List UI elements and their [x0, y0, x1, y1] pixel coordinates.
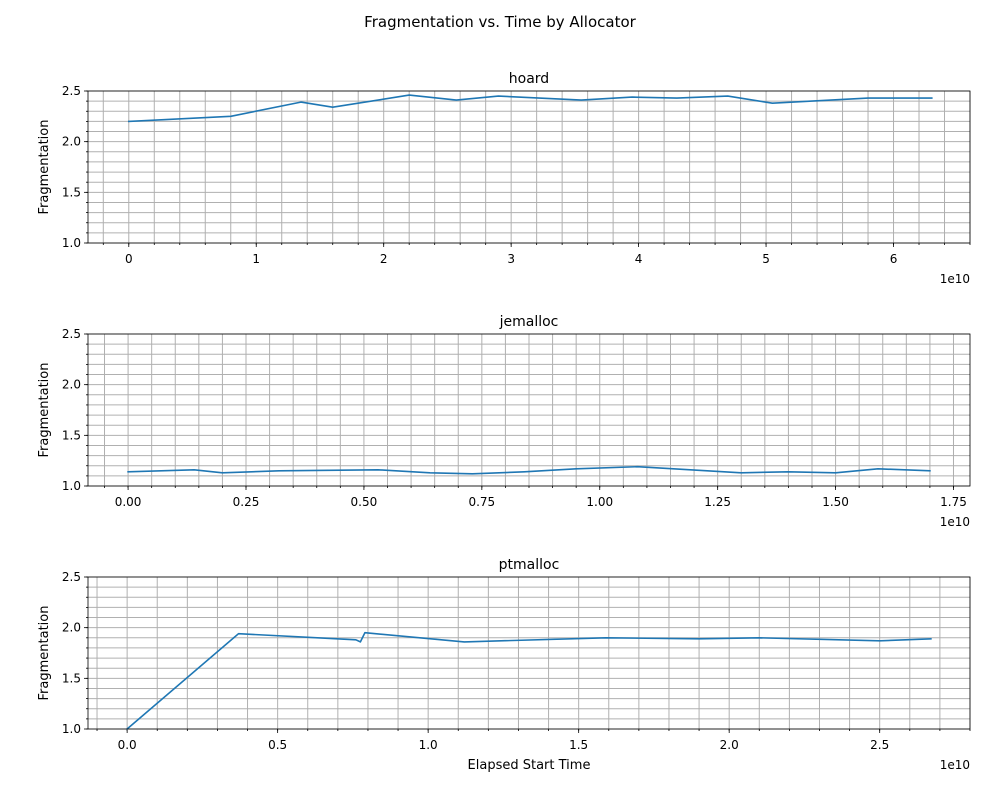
y-tick-label: 2.0 — [62, 135, 81, 149]
chart-panel-ptmalloc: 0.0 0.5 1.0 1.5 2.0 2.5 1.0 1.5 2.0 2.5 ptmalloc Fr… — [37, 557, 971, 773]
x-tick-label: 1.00 — [586, 495, 613, 509]
y-axis-label: Fragmentation — [37, 363, 52, 458]
x-offset-text: 1e10 — [940, 758, 970, 772]
y-tick-label: 1.0 — [62, 479, 81, 493]
x-tick-label: 1.0 — [419, 738, 438, 752]
axes-frame — [87, 90, 971, 244]
axes-frame — [87, 333, 971, 487]
y-tick-label: 1.5 — [62, 671, 81, 685]
chart-panel-jemalloc: 0.00 0.25 0.50 0.75 1.00 1.25 1.50 1.75 1.0 1.5 2.… — [37, 314, 971, 529]
panel-title: hoard — [509, 71, 549, 87]
series-line-jemalloc — [127, 465, 931, 475]
x-tick-label: 2.0 — [720, 738, 739, 752]
y-tick-label: 2.5 — [62, 327, 81, 341]
x-tick-label: 1 — [252, 252, 260, 266]
x-tick-label: 2.5 — [870, 738, 889, 752]
x-tick-label: 3 — [507, 252, 515, 266]
y-axis-label: Fragmentation — [37, 606, 52, 701]
x-offset-text: 1e10 — [940, 515, 970, 529]
x-tick-label: 1.5 — [569, 738, 588, 752]
y-axis-label: Fragmentation — [37, 120, 52, 215]
panel-title: jemalloc — [499, 314, 559, 330]
series-line-hoard — [127, 94, 933, 123]
x-tick-label: 0.25 — [233, 495, 260, 509]
x-tick-label: 5 — [762, 252, 770, 266]
panel-title: ptmalloc — [499, 557, 560, 573]
y-tick-label: 1.0 — [62, 722, 81, 736]
x-tick-label: 4 — [635, 252, 643, 266]
x-axis-label: Elapsed Start Time — [468, 758, 591, 773]
y-tick-label: 2.5 — [62, 84, 81, 98]
x-tick-label: 6 — [890, 252, 898, 266]
y-tick-label: 1.5 — [62, 185, 81, 199]
x-tick-label: 0.5 — [268, 738, 287, 752]
x-tick-label: 0.50 — [351, 495, 378, 509]
y-tick-label: 1.0 — [62, 236, 81, 250]
x-tick-label: 1.25 — [704, 495, 731, 509]
figure-title: Fragmentation vs. Time by Allocator — [364, 13, 636, 31]
axes-frame — [87, 576, 971, 730]
y-tick-label: 1.5 — [62, 428, 81, 442]
x-tick-label: 0.00 — [115, 495, 142, 509]
y-tick-label: 2.0 — [62, 378, 81, 392]
x-tick-label: 2 — [380, 252, 388, 266]
x-tick-label: 0.0 — [118, 738, 137, 752]
x-tick-label: 0 — [125, 252, 133, 266]
y-tick-label: 2.0 — [62, 621, 81, 635]
x-tick-label: 0.75 — [468, 495, 495, 509]
x-offset-text: 1e10 — [940, 272, 970, 286]
x-tick-label: 1.50 — [822, 495, 849, 509]
series-line-ptmalloc — [125, 631, 932, 731]
y-tick-label: 2.5 — [62, 570, 81, 584]
chart-panel-hoard: 0 1 2 3 4 5 6 1.0 1.5 2.0 2.5 hoard Fragmentation 1e1… — [37, 71, 971, 286]
x-tick-label: 1.75 — [940, 495, 967, 509]
